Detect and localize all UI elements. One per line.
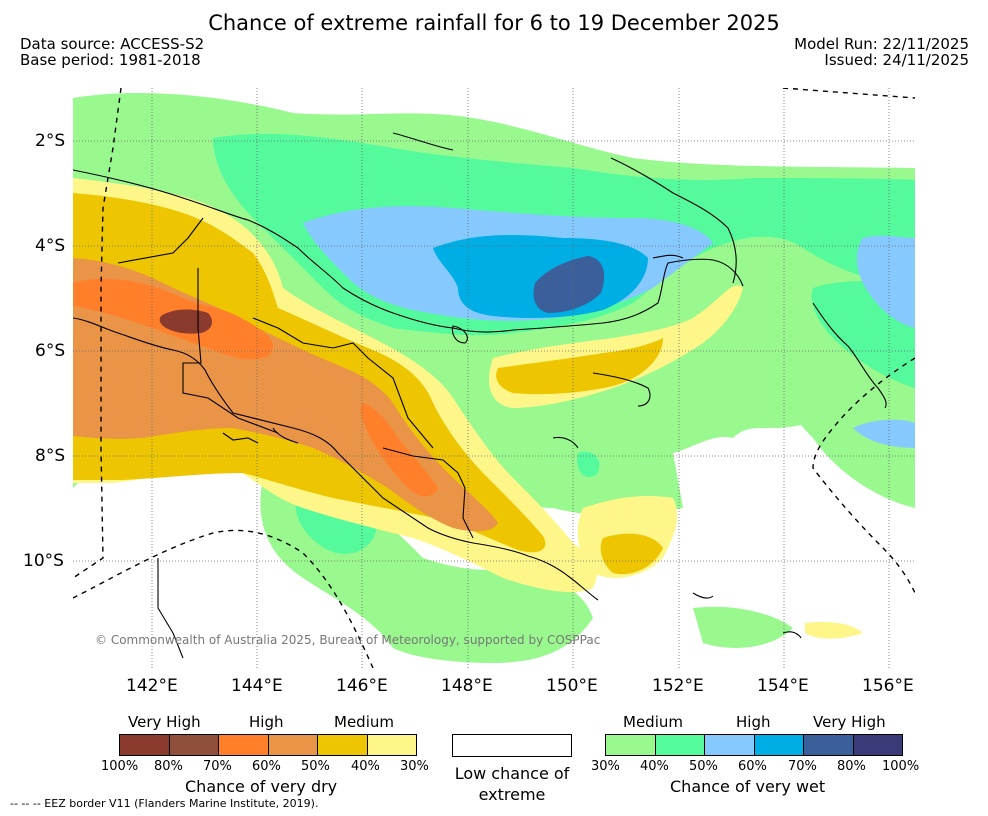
dry-swatch-4 — [317, 734, 368, 756]
dry-tick-70: 70% — [203, 759, 232, 774]
dry-swatch-5 — [366, 734, 417, 756]
dry-swatch-0 — [119, 734, 170, 756]
wet-swatch-1 — [654, 734, 705, 756]
eez-borders — [73, 88, 915, 668]
dry-tick-60: 60% — [252, 759, 281, 774]
lat-label-6s: 6°S — [35, 341, 66, 361]
dry-tick-50: 50% — [301, 759, 330, 774]
wet-tick-60: 60% — [738, 759, 767, 774]
lon-label-142e: 142°E — [126, 676, 178, 696]
map-canvas — [73, 88, 915, 668]
base-period: Base period: 1981-2018 — [20, 51, 201, 69]
issued-date: Issued: 24/11/2025 — [824, 51, 969, 69]
dry-tick-80: 80% — [154, 759, 183, 774]
meta-left: Data source: ACCESS-S2 Base period: 1981… — [20, 36, 204, 68]
wet-tick-70: 70% — [788, 759, 817, 774]
lat-label-10s: 10°S — [23, 551, 64, 571]
lat-label-8s: 8°S — [35, 446, 66, 466]
wet-swatch-4 — [803, 734, 854, 756]
coastlines — [73, 132, 887, 659]
copyright-notice: © Commonwealth of Australia 2025, Bureau… — [95, 633, 601, 647]
lat-label-4s: 4°S — [35, 236, 66, 256]
wet-cat-high: High — [736, 713, 771, 731]
dry-tick-30: 30% — [400, 759, 429, 774]
wet-tick-40: 40% — [640, 759, 669, 774]
lat-label-2s: 2°S — [35, 131, 66, 151]
low-chance-label: Low chance of extreme — [454, 764, 570, 804]
wet-swatch-3 — [753, 734, 804, 756]
lon-label-148e: 148°E — [441, 676, 493, 696]
graticule — [73, 88, 915, 668]
dry-tick-40: 40% — [351, 759, 380, 774]
rainfall-map — [73, 88, 915, 668]
wet-tick-50: 50% — [689, 759, 718, 774]
map-title: Chance of extreme rainfall for 6 to 19 D… — [208, 11, 780, 35]
dry-legend-title: Chance of very dry — [185, 777, 338, 796]
lon-label-144e: 144°E — [231, 676, 283, 696]
wet-very-high-shape — [533, 256, 605, 313]
dry-cat-high: High — [249, 713, 284, 731]
meta-right: Model Run: 22/11/2025 Issued: 24/11/2025 — [794, 36, 969, 68]
wet-cat-medium: Medium — [623, 713, 683, 731]
dry-swatch-3 — [267, 734, 318, 756]
low-chance-swatch — [452, 734, 572, 757]
wet-swatch-0 — [605, 734, 656, 756]
dry-swatch-1 — [168, 734, 219, 756]
dry-cat-medium: Medium — [334, 713, 394, 731]
dry-very-high-shape — [159, 309, 213, 334]
wet-swatch-5 — [852, 734, 903, 756]
lon-label-146e: 146°E — [336, 676, 388, 696]
wet-cat-very-high: Very High — [813, 713, 886, 731]
wet-tick-80: 80% — [837, 759, 866, 774]
lon-label-154e: 154°E — [757, 676, 809, 696]
wet-swatch-2 — [704, 734, 755, 756]
lon-label-156e: 156°E — [862, 676, 914, 696]
eez-note: -- -- -- EEZ border V11 (Flanders Marine… — [10, 797, 319, 810]
dry-cat-very-high: Very High — [128, 713, 201, 731]
dry-swatch-2 — [218, 734, 269, 756]
wet-tick-30: 30% — [591, 759, 620, 774]
lon-label-150e: 150°E — [546, 676, 598, 696]
model-run: Model Run: 22/11/2025 — [794, 35, 969, 53]
wet-tick-100: 100% — [882, 759, 920, 774]
dry-tick-100: 100% — [101, 759, 139, 774]
lon-label-152e: 152°E — [652, 676, 704, 696]
data-source: Data source: ACCESS-S2 — [20, 35, 205, 53]
wet-legend-title: Chance of very wet — [670, 777, 826, 796]
